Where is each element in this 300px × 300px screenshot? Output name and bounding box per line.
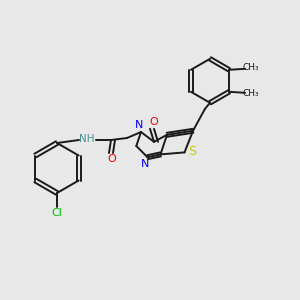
Text: S: S	[188, 145, 196, 158]
Text: Cl: Cl	[52, 208, 62, 218]
Text: CH₃: CH₃	[243, 63, 260, 72]
Text: CH₃: CH₃	[243, 89, 260, 98]
Text: N: N	[135, 120, 143, 130]
Text: O: O	[108, 154, 116, 164]
Text: O: O	[150, 117, 158, 127]
Text: NH: NH	[79, 134, 95, 144]
Text: N: N	[141, 159, 150, 169]
